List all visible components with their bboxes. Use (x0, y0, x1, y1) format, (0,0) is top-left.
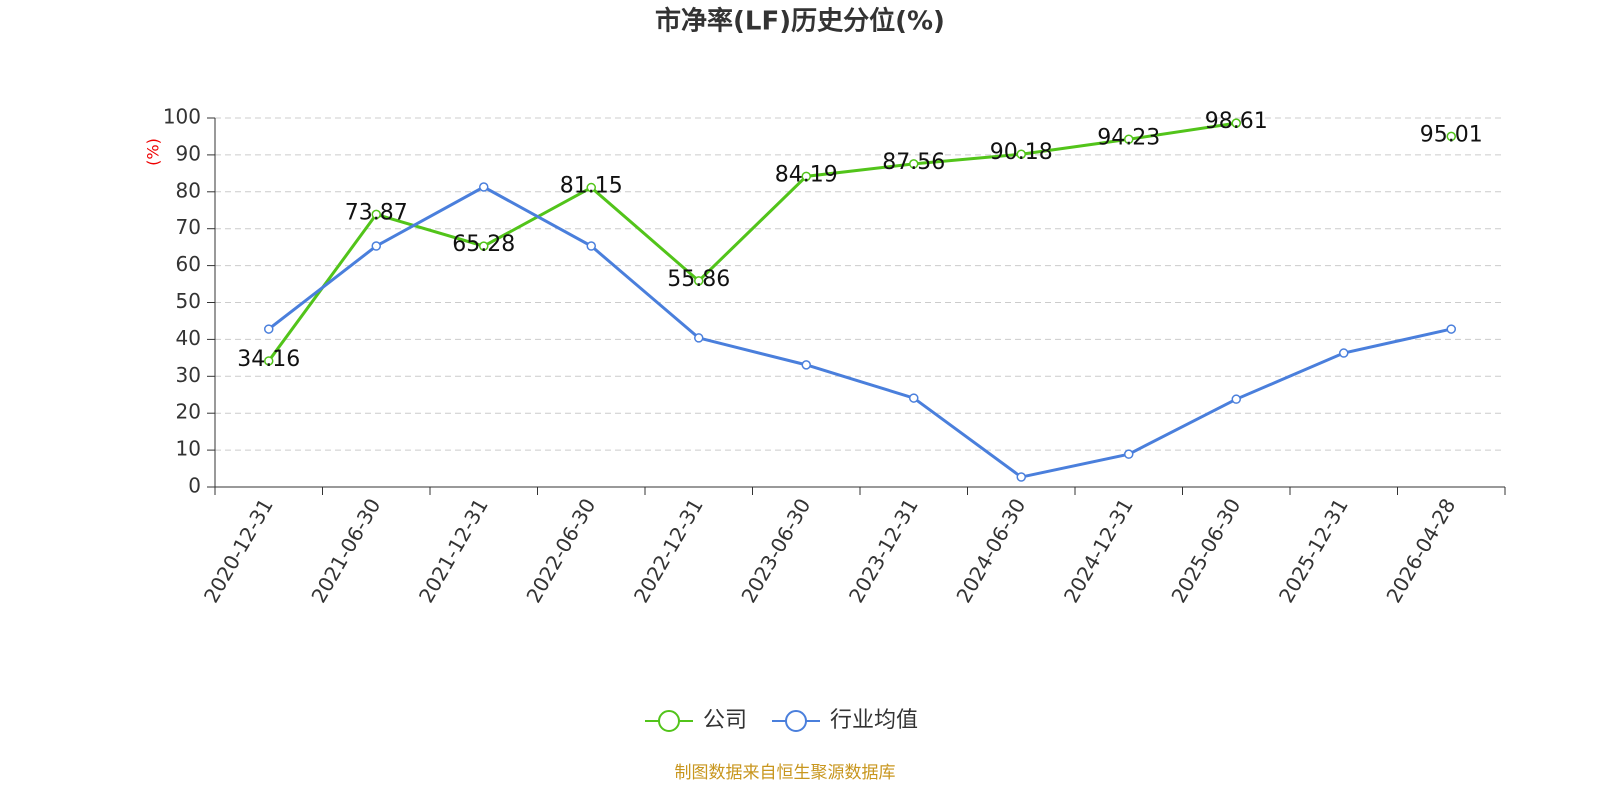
y-axis-label: (%) (144, 138, 163, 166)
x-tick-label: 2021-12-31 (414, 494, 493, 607)
x-tick-label: 2025-12-31 (1274, 494, 1353, 607)
y-tick-label: 90 (176, 141, 201, 165)
point-marker (909, 159, 919, 169)
data-label: 55.86 (667, 267, 730, 292)
point-marker (909, 393, 919, 403)
data-label: 34.16 (237, 347, 300, 372)
point-marker (371, 241, 381, 251)
data-label: 90.18 (990, 140, 1053, 165)
data-label: 94.23 (1097, 125, 1160, 150)
x-tick-label: 2026-04-28 (1381, 494, 1460, 607)
legend-label: 行业均值 (830, 708, 918, 733)
data-label: 73.87 (345, 200, 408, 225)
y-tick-label: 0 (188, 474, 201, 498)
y-tick-label: 60 (176, 252, 201, 276)
point-marker (1124, 134, 1134, 145)
point-marker (479, 241, 489, 251)
y-tick-label: 50 (176, 289, 201, 313)
source-note: 制图数据来自恒生聚源数据库 (675, 763, 896, 783)
series-line (267, 185, 1452, 479)
point-marker (1124, 449, 1134, 459)
point-marker (1231, 118, 1241, 128)
point-marker (801, 171, 811, 182)
x-tick-label: 2025-06-30 (1166, 494, 1245, 607)
legend-marker (658, 710, 680, 732)
data-label: 95.01 (1420, 122, 1483, 147)
point-marker (586, 182, 596, 193)
x-tick-label: 2022-12-31 (629, 494, 708, 607)
point-marker (264, 324, 274, 334)
x-tick-label: 2023-12-31 (844, 494, 923, 607)
point-marker (801, 360, 811, 370)
x-tick-label: 2021-06-30 (306, 494, 385, 607)
series-line (269, 123, 1452, 361)
y-tick-label: 10 (176, 437, 201, 461)
point-marker (264, 356, 274, 366)
point-marker (1339, 348, 1349, 358)
y-tick-label: 100 (163, 105, 201, 129)
point-marker (1231, 394, 1241, 404)
chart-title: 市净率(LF)历史分位(%) (655, 6, 945, 37)
point-marker (1446, 131, 1456, 142)
data-label: 81.15 (560, 174, 623, 199)
point-marker (694, 333, 704, 343)
x-tick-label: 2024-12-31 (1059, 494, 1138, 607)
x-tick-label: 2022-06-30 (521, 494, 600, 607)
point-marker (371, 209, 381, 220)
data-label: 98.61 (1205, 109, 1268, 134)
y-tick-label: 40 (176, 326, 201, 350)
x-tick-label: 2024-06-30 (951, 494, 1030, 607)
point-marker (694, 276, 704, 286)
legend-marker (785, 710, 807, 732)
point-marker (479, 182, 489, 192)
y-tick-label: 80 (176, 178, 201, 202)
data-label: 87.56 (882, 150, 945, 175)
point-marker (1016, 472, 1026, 482)
point-marker (586, 241, 596, 251)
x-tick-label: 2023-06-30 (736, 494, 815, 607)
x-tick-label: 2020-12-31 (199, 494, 278, 607)
point-marker (1446, 324, 1456, 334)
y-tick-label: 30 (176, 363, 201, 387)
data-label: 84.19 (775, 162, 838, 187)
legend-label: 公司 (703, 708, 747, 733)
y-tick-label: 20 (176, 400, 201, 424)
y-tick-label: 70 (176, 215, 201, 239)
data-label: 65.28 (452, 232, 515, 257)
point-marker (1016, 149, 1026, 159)
